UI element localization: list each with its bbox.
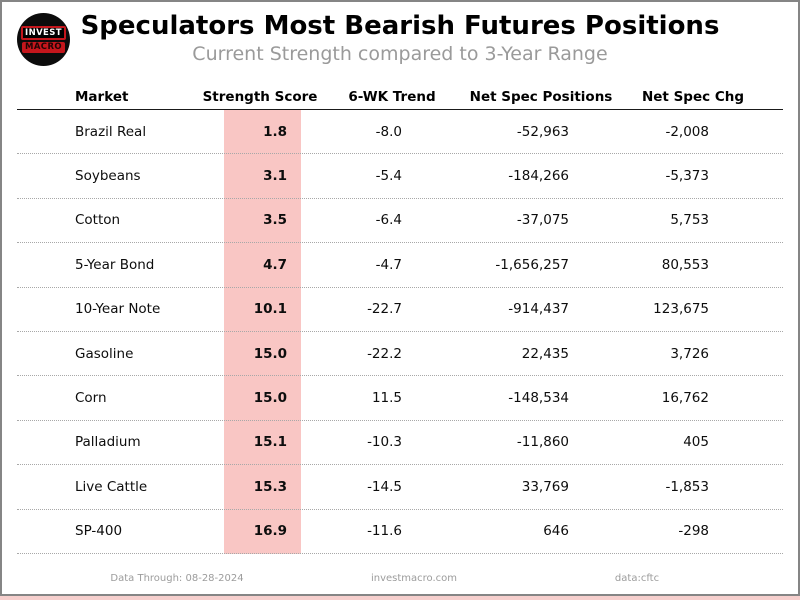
table-body: Brazil Real 1.8 -8.0 -52,963 -2,008 Soybeans 3…: [17, 110, 783, 554]
trend-cell: -4.7: [375, 256, 402, 273]
net-spec-chg-cell: 405: [683, 434, 709, 451]
table-row: Live Cattle 15.3 -14.5 33,769 -1,853: [17, 465, 783, 510]
strength-score-cell: 15.0: [253, 390, 287, 407]
trend-cell: -5.4: [375, 168, 402, 185]
market-cell: Brazil Real: [75, 123, 147, 140]
column-header-net-spec-chg: Net Spec Chg: [641, 89, 745, 105]
trend-cell: -14.5: [367, 478, 402, 495]
table-row: Palladium 15.1 -10.3 -11,860 405: [17, 421, 783, 466]
net-spec-chg-cell: -298: [678, 523, 709, 540]
strength-score-cell: 15.3: [253, 478, 287, 495]
footer: Data Through: 08-28-2024 investmacro.com…: [2, 571, 798, 587]
market-cell: Soybeans: [75, 168, 141, 185]
net-spec-chg-cell: 3,726: [670, 345, 709, 362]
table-row: Soybeans 3.1 -5.4 -184,266 -5,373: [17, 154, 783, 199]
market-cell: Gasoline: [75, 345, 134, 362]
net-spec-positions-cell: -11,860: [516, 434, 569, 451]
column-header-net-spec-positions: Net Spec Positions: [469, 89, 613, 105]
table-row: Cotton 3.5 -6.4 -37,075 5,753: [17, 199, 783, 244]
trend-cell: -6.4: [375, 212, 402, 229]
net-spec-chg-cell: 16,762: [661, 390, 709, 407]
table-row: Corn 15.0 11.5 -148,534 16,762: [17, 376, 783, 421]
market-cell: Corn: [75, 390, 107, 407]
strength-score-cell: 10.1: [253, 301, 287, 318]
net-spec-chg-cell: 80,553: [661, 256, 709, 273]
net-spec-positions-cell: -914,437: [508, 301, 569, 318]
bottom-pink-strip: [0, 596, 800, 600]
net-spec-chg-cell: 5,753: [670, 212, 709, 229]
column-header-strength-score: Strength Score: [202, 89, 318, 105]
table-header-row: Market Strength Score 6-WK Trend Net Spe…: [2, 89, 798, 109]
strength-score-cell: 15.1: [253, 434, 287, 451]
table-row: SP-400 16.9 -11.6 646 -298: [17, 510, 783, 554]
strength-score-cell: 4.7: [263, 256, 287, 273]
net-spec-positions-cell: -1,656,257: [495, 256, 569, 273]
strength-score-cell: 3.5: [263, 212, 287, 229]
trend-cell: 11.5: [371, 390, 402, 407]
footer-website: investmacro.com: [370, 573, 458, 584]
table-row: Brazil Real 1.8 -8.0 -52,963 -2,008: [17, 110, 783, 155]
strength-score-cell: 15.0: [253, 345, 287, 362]
net-spec-positions-cell: -52,963: [516, 123, 569, 140]
column-header-market: Market: [75, 89, 129, 105]
net-spec-chg-cell: -5,373: [665, 168, 709, 185]
trend-cell: -8.0: [375, 123, 402, 140]
strength-score-highlight-band: [224, 110, 301, 554]
strength-score-cell: 16.9: [253, 523, 287, 540]
market-cell: Live Cattle: [75, 478, 148, 495]
market-cell: Palladium: [75, 434, 141, 451]
page-title: Speculators Most Bearish Futures Positio…: [80, 11, 720, 41]
strength-score-cell: 1.8: [263, 123, 287, 140]
table-row: 10-Year Note 10.1 -22.7 -914,437 123,675: [17, 288, 783, 332]
footer-data-source: data:cftc: [614, 573, 660, 584]
market-cell: SP-400: [75, 523, 123, 540]
net-spec-positions-cell: -184,266: [508, 168, 569, 185]
column-header-6wk-trend: 6-WK Trend: [348, 89, 436, 105]
net-spec-chg-cell: 123,675: [653, 301, 709, 318]
market-cell: Cotton: [75, 212, 121, 229]
trend-cell: -11.6: [367, 523, 402, 540]
trend-cell: -10.3: [367, 434, 402, 451]
footer-data-through: Data Through: 08-28-2024: [110, 573, 244, 584]
net-spec-positions-cell: 33,769: [521, 478, 569, 495]
market-cell: 5-Year Bond: [75, 256, 155, 273]
strength-score-cell: 3.1: [263, 168, 287, 185]
net-spec-positions-cell: -37,075: [516, 212, 569, 229]
net-spec-positions-cell: -148,534: [508, 390, 569, 407]
table-row: Gasoline 15.0 -22.2 22,435 3,726: [17, 332, 783, 377]
header-separator-line: [17, 109, 783, 110]
investmacro-logo-icon: INVEST MACRO: [17, 13, 70, 66]
net-spec-positions-cell: 22,435: [521, 345, 569, 362]
page-subtitle: Current Strength compared to 3-Year Rang…: [192, 43, 608, 65]
table-row: 5-Year Bond 4.7 -4.7 -1,656,257 80,553: [17, 243, 783, 288]
net-spec-chg-cell: -1,853: [665, 478, 709, 495]
logo-invest-text: INVEST: [21, 26, 66, 40]
net-spec-chg-cell: -2,008: [665, 123, 709, 140]
trend-cell: -22.2: [367, 345, 402, 362]
net-spec-positions-cell: 646: [543, 523, 569, 540]
market-cell: 10-Year Note: [75, 301, 161, 318]
logo-macro-text: MACRO: [21, 42, 66, 53]
trend-cell: -22.7: [367, 301, 402, 318]
